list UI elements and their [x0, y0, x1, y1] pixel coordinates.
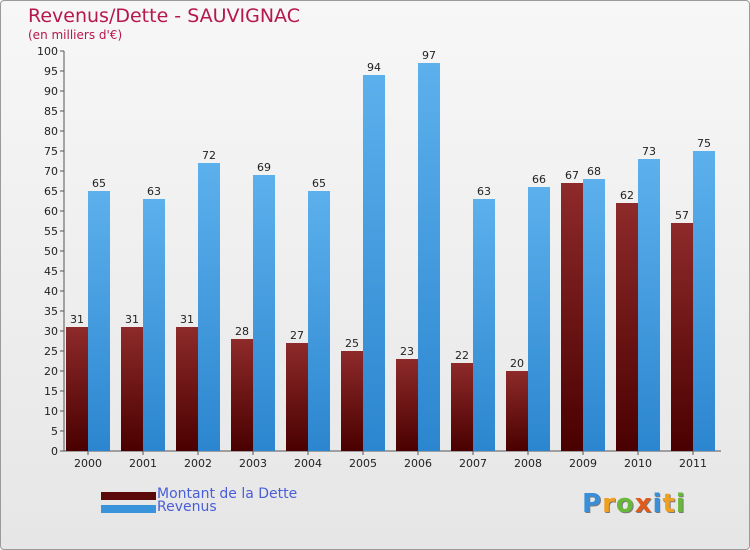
legend-swatch-dette	[101, 492, 156, 500]
y-tick-label: 55	[44, 225, 58, 238]
logo-letter: t	[662, 489, 676, 519]
data-label-revenus: 65	[312, 177, 326, 190]
legend-label-revenus: Revenus	[157, 499, 217, 515]
x-tick-label: 2009	[569, 457, 597, 470]
x-tick-label: 2011	[679, 457, 707, 470]
x-tick-label: 2001	[129, 457, 157, 470]
bar-revenus	[308, 191, 330, 451]
y-tick-label: 75	[44, 145, 58, 158]
y-tick-label: 20	[44, 365, 58, 378]
y-tick-label: 30	[44, 325, 58, 338]
legend-swatch-revenus	[101, 505, 156, 513]
chart-title: Revenus/Dette - SAUVIGNAC	[28, 5, 300, 27]
y-tick-label: 85	[44, 105, 58, 118]
logo-letter: i	[652, 489, 663, 519]
data-label-dette: 31	[180, 313, 194, 326]
data-label-dette: 27	[290, 329, 304, 342]
y-tick-label: 25	[44, 345, 58, 358]
y-tick-label: 50	[44, 245, 58, 258]
data-label-dette: 31	[125, 313, 139, 326]
data-label-dette: 67	[565, 169, 579, 182]
x-tick-label: 2002	[184, 457, 212, 470]
bar-dette	[286, 343, 308, 451]
data-label-revenus: 94	[367, 61, 381, 74]
bar-dette	[561, 183, 583, 451]
x-tick-label: 2000	[74, 457, 102, 470]
x-tick-label: 2004	[294, 457, 322, 470]
bar-dette	[451, 363, 473, 451]
y-tick-label: 65	[44, 185, 58, 198]
y-tick-label: 45	[44, 265, 58, 278]
data-label-revenus: 73	[642, 145, 656, 158]
bar-dette	[506, 371, 528, 451]
y-tick-label: 40	[44, 285, 58, 298]
bar-revenus	[473, 199, 495, 451]
x-tick-label: 2007	[459, 457, 487, 470]
data-label-revenus: 69	[257, 161, 271, 174]
bar-revenus	[143, 199, 165, 451]
bar-dette	[66, 327, 88, 451]
bar-revenus	[363, 75, 385, 451]
logo-letter: o	[615, 489, 635, 519]
bar-revenus	[253, 175, 275, 451]
data-label-dette: 62	[620, 189, 634, 202]
data-label-dette: 31	[70, 313, 84, 326]
bar-dette	[231, 339, 253, 451]
y-tick-label: 15	[44, 385, 58, 398]
data-label-revenus: 65	[92, 177, 106, 190]
y-tick-label: 10	[44, 405, 58, 418]
y-tick-label: 60	[44, 205, 58, 218]
bar-revenus	[198, 163, 220, 451]
y-tick-label: 90	[44, 85, 58, 98]
proxiti-logo: Proxiti	[582, 489, 686, 519]
bar-revenus	[583, 179, 605, 451]
bar-dette	[616, 203, 638, 451]
bar-dette	[341, 351, 363, 451]
y-tick-label: 80	[44, 125, 58, 138]
x-tick-label: 2003	[239, 457, 267, 470]
x-tick-label: 2006	[404, 457, 432, 470]
bar-dette	[176, 327, 198, 451]
data-label-dette: 22	[455, 349, 469, 362]
data-label-revenus: 63	[147, 185, 161, 198]
data-label-revenus: 72	[202, 149, 216, 162]
bar-revenus	[528, 187, 550, 451]
data-label-dette: 57	[675, 209, 689, 222]
data-label-revenus: 63	[477, 185, 491, 198]
bar-dette	[671, 223, 693, 451]
bar-revenus	[638, 159, 660, 451]
bar-dette	[396, 359, 418, 451]
data-label-dette: 25	[345, 337, 359, 350]
x-tick-label: 2008	[514, 457, 542, 470]
bar-revenus	[693, 151, 715, 451]
y-tick-label: 0	[51, 445, 58, 458]
logo-letter: i	[675, 489, 686, 519]
logo-letter: r	[602, 489, 616, 519]
data-label-revenus: 97	[422, 49, 436, 62]
data-label-dette: 23	[400, 345, 414, 358]
y-tick-label: 70	[44, 165, 58, 178]
y-tick-label: 5	[51, 425, 58, 438]
logo-letter: x	[634, 489, 653, 519]
y-tick-label: 100	[37, 45, 58, 58]
x-tick-label: 2005	[349, 457, 377, 470]
data-label-dette: 28	[235, 325, 249, 338]
x-tick-label: 2010	[624, 457, 652, 470]
data-label-revenus: 68	[587, 165, 601, 178]
data-label-revenus: 66	[532, 173, 546, 186]
bar-revenus	[418, 63, 440, 451]
legend-label-dette: Montant de la Dette	[157, 486, 298, 502]
y-tick-label: 95	[44, 65, 58, 78]
bar-revenus	[88, 191, 110, 451]
chart-subtitle: (en milliers d'€)	[28, 28, 123, 42]
y-tick-label: 35	[44, 305, 58, 318]
logo-letter: P	[582, 489, 603, 519]
bar-dette	[121, 327, 143, 451]
data-label-dette: 20	[510, 357, 524, 370]
data-label-revenus: 75	[697, 137, 711, 150]
